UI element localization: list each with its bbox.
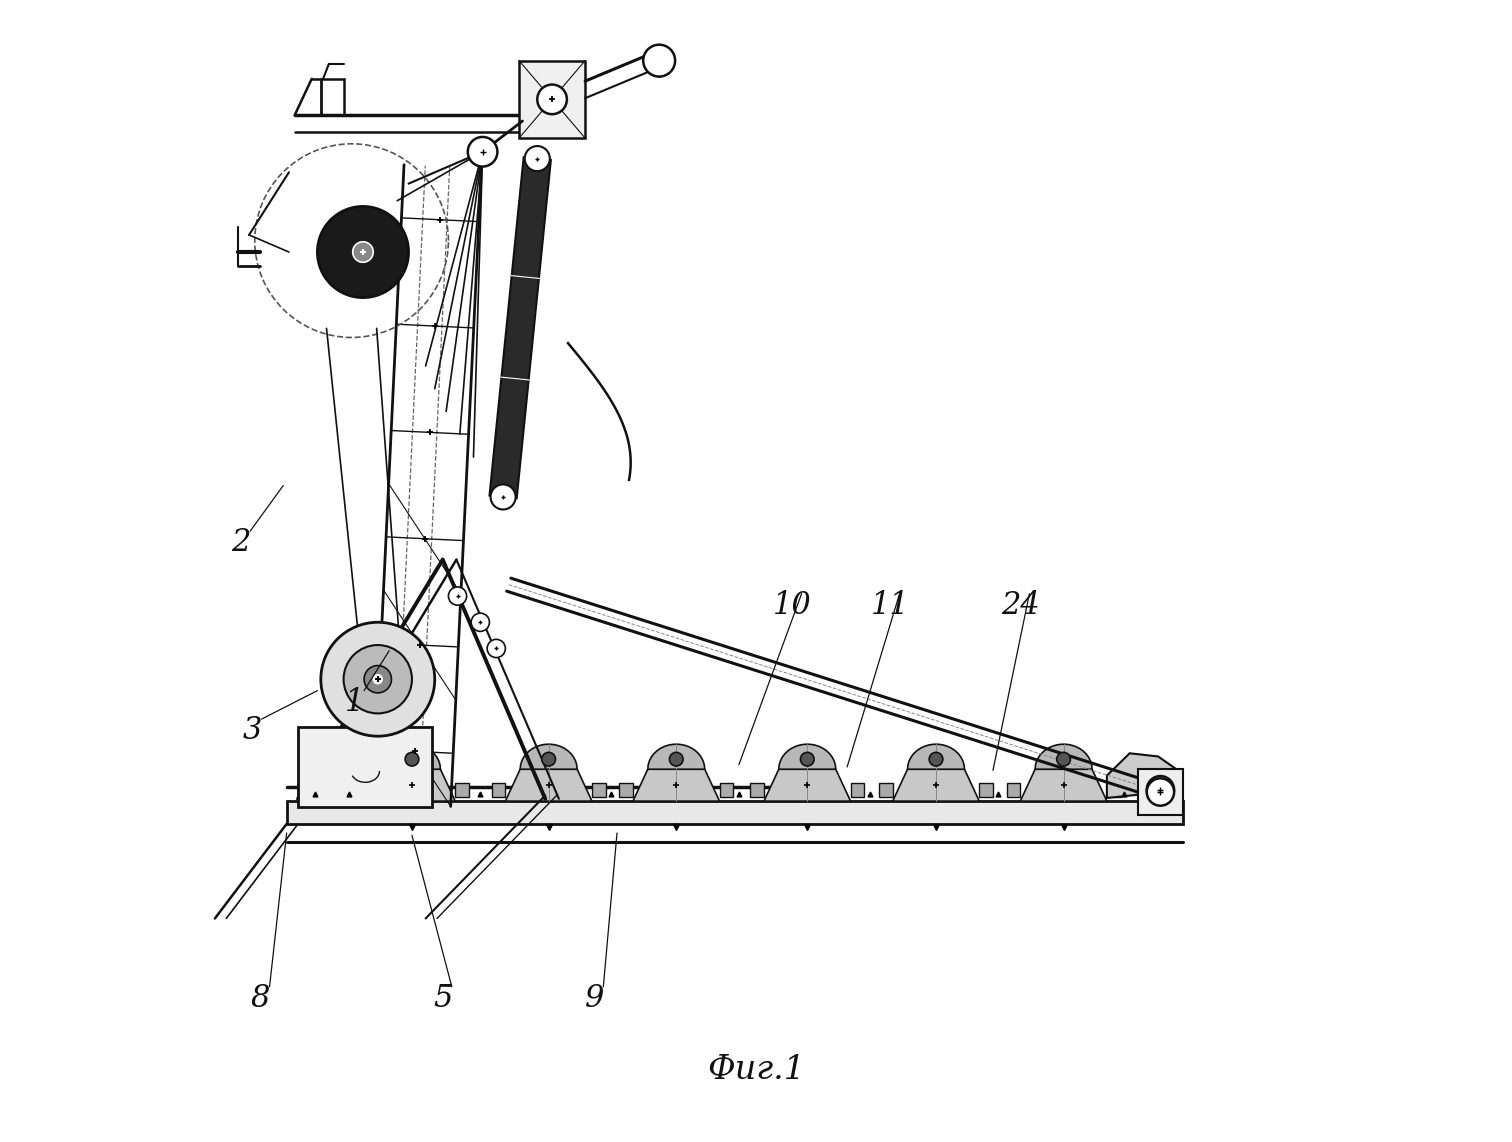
Polygon shape	[1007, 783, 1021, 797]
Bar	[287, 802, 1184, 823]
Circle shape	[525, 146, 550, 171]
Text: Фиг.1: Фиг.1	[708, 1054, 804, 1086]
Circle shape	[318, 207, 408, 298]
Polygon shape	[750, 783, 764, 797]
Polygon shape	[907, 745, 965, 770]
Circle shape	[373, 675, 383, 684]
Polygon shape	[491, 783, 505, 797]
Polygon shape	[384, 745, 440, 770]
Circle shape	[930, 753, 943, 766]
Circle shape	[541, 753, 555, 766]
Circle shape	[1146, 777, 1175, 804]
Polygon shape	[505, 770, 593, 802]
Circle shape	[1057, 753, 1070, 766]
Circle shape	[364, 666, 392, 693]
Circle shape	[352, 242, 373, 263]
Text: 2: 2	[231, 526, 251, 558]
Polygon shape	[892, 770, 980, 802]
Bar	[298, 727, 432, 806]
Circle shape	[343, 645, 411, 714]
Polygon shape	[980, 783, 993, 797]
Polygon shape	[520, 745, 578, 770]
Polygon shape	[620, 783, 634, 797]
Circle shape	[670, 753, 683, 766]
Text: 24: 24	[1001, 589, 1040, 620]
Circle shape	[449, 587, 467, 605]
Text: 8: 8	[251, 983, 271, 1014]
Circle shape	[490, 484, 516, 509]
Text: 11: 11	[871, 589, 910, 620]
Text: 5: 5	[432, 983, 452, 1014]
Polygon shape	[369, 770, 455, 802]
Text: 3: 3	[243, 715, 262, 746]
Polygon shape	[851, 783, 865, 797]
Polygon shape	[779, 745, 836, 770]
Polygon shape	[455, 783, 469, 797]
Text: 9: 9	[585, 983, 603, 1014]
Polygon shape	[361, 645, 402, 714]
Polygon shape	[764, 770, 851, 802]
Circle shape	[643, 45, 676, 77]
Circle shape	[321, 622, 435, 737]
Circle shape	[405, 753, 419, 766]
Text: 1: 1	[345, 686, 364, 717]
Polygon shape	[1021, 770, 1107, 802]
Polygon shape	[720, 783, 733, 797]
Circle shape	[487, 640, 505, 658]
Polygon shape	[878, 783, 892, 797]
Polygon shape	[1036, 745, 1092, 770]
Polygon shape	[593, 783, 606, 797]
Bar	[1137, 770, 1184, 814]
Polygon shape	[634, 770, 720, 802]
Polygon shape	[647, 745, 705, 770]
Text: 10: 10	[773, 589, 812, 620]
Polygon shape	[490, 158, 550, 498]
Circle shape	[800, 753, 813, 766]
Polygon shape	[1107, 754, 1181, 798]
Circle shape	[472, 613, 490, 632]
Bar	[519, 61, 585, 138]
Polygon shape	[1107, 783, 1120, 797]
Circle shape	[467, 137, 497, 167]
Circle shape	[537, 85, 567, 114]
Circle shape	[1146, 779, 1175, 805]
Polygon shape	[355, 783, 369, 797]
